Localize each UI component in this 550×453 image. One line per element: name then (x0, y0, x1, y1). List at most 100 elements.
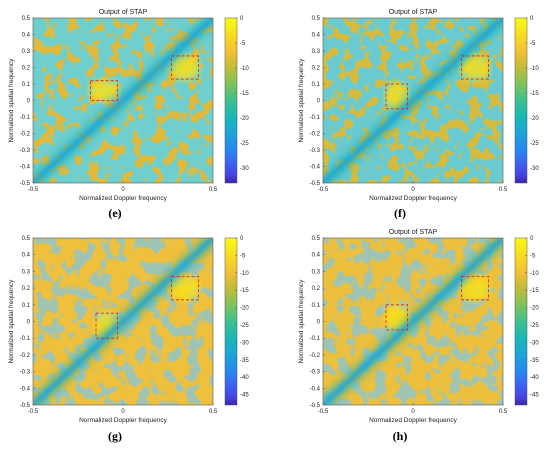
y-tick-label: -0.4 (20, 386, 31, 392)
y-tick-label: 0.3 (312, 49, 321, 55)
y-tick-label: 0.3 (22, 49, 31, 55)
colorbar-tick-label: -5 (530, 253, 536, 259)
plot-title: Output of STAP (99, 9, 148, 16)
colorbar-tick-label: -15 (240, 288, 249, 294)
y-tick-label: -0.1 (310, 336, 321, 342)
x-axis-label: Normalized Doppler frequency (369, 417, 458, 424)
colorbar-tick-label: 0 (240, 236, 244, 242)
y-tick-label: -0.4 (20, 165, 31, 171)
y-tick-label: -0.5 (310, 403, 321, 409)
y-tick-label: 0.4 (22, 253, 31, 259)
plot-title: Output of STAP (389, 229, 438, 236)
x-axis-label: Normalized Doppler frequency (369, 195, 458, 202)
y-tick-label: 0.5 (22, 236, 31, 242)
y-tick-label: 0.1 (312, 303, 321, 309)
heatmap-area (33, 18, 213, 183)
clutter-ridge (33, 238, 213, 405)
colorbar-tick-label: -35 (530, 358, 539, 364)
panel-f: Output of STAP -0.5 0 0.5 Normalized Doppler… (298, 9, 539, 220)
x-tick-label: -0.5 (318, 409, 329, 415)
target-peak-2 (460, 54, 490, 81)
colorbar-tick-label: -30 (530, 166, 539, 172)
colorbar-tick-label: -25 (530, 141, 539, 147)
x-tick-label: 0 (121, 187, 125, 193)
colorbar-tick-label: -20 (530, 306, 539, 312)
x-tick-label: 0.5 (209, 187, 218, 193)
colorbar-tick-label: -30 (240, 340, 249, 346)
colorbar-tick-label: -5 (240, 253, 246, 259)
target-box-1 (385, 83, 409, 110)
y-tick-label: -0.1 (20, 336, 31, 342)
colorbar-tick-label: -25 (240, 323, 249, 329)
heatmap-area (33, 238, 213, 405)
colorbar-tick-label: -15 (530, 288, 539, 294)
y-tick-label: 0.5 (312, 236, 321, 242)
x-tick-label: 0.5 (209, 409, 218, 415)
clutter-ridge (33, 18, 213, 183)
y-tick-label: 0 (317, 320, 321, 326)
panel-h: Output of STAP -0.5 0 0.5 Normalized Doppler… (298, 229, 539, 443)
y-tick-label: 0.5 (22, 16, 31, 22)
colorbar-tick-label: -5 (530, 41, 536, 47)
colorbar-tick-label: -5 (240, 41, 246, 47)
x-tick-label: -0.5 (28, 409, 39, 415)
y-tick-label: -0.5 (310, 181, 321, 187)
clutter-ridge (323, 18, 503, 183)
colorbar-tick-label: -15 (530, 91, 539, 97)
panel-caption: (f) (394, 206, 406, 220)
colorbar-tick-label: -35 (240, 358, 249, 364)
y-tick-label: -0.4 (310, 165, 321, 171)
colorbar-tick-label: -15 (240, 91, 249, 97)
colorbar-tick-label: -45 (530, 393, 539, 399)
y-tick-label: 0.3 (312, 269, 321, 275)
y-tick-label: -0.1 (310, 115, 321, 121)
y-tick-label: 0.2 (22, 286, 31, 292)
x-tick-label: -0.5 (318, 187, 329, 193)
y-tick-label: 0 (27, 320, 31, 326)
y-tick-label: -0.3 (310, 370, 321, 376)
target-peak-1 (89, 79, 119, 102)
x-tick-label: 0 (121, 409, 125, 415)
x-axis-label: Normalized Doppler frequency (79, 195, 168, 202)
colorbar-tick-label: -10 (530, 66, 539, 72)
colorbar-tick-label: -40 (530, 375, 539, 381)
colorbar-tick-label: -10 (530, 271, 539, 277)
y-tick-label: -0.2 (20, 132, 31, 138)
x-tick-label: -0.5 (28, 187, 39, 193)
y-tick-label: 0.5 (312, 16, 321, 22)
panel-caption: (h) (393, 429, 408, 443)
y-tick-label: -0.4 (310, 386, 321, 392)
x-axis-label: Normalized Doppler frequency (79, 417, 168, 424)
colorbar-tick-label: -10 (240, 66, 249, 72)
colorbar-tick-label: 0 (240, 16, 244, 22)
colorbar-tick-label: 0 (530, 236, 534, 242)
x-tick-label: 0 (411, 187, 415, 193)
x-tick-label: 0.5 (499, 187, 508, 193)
colorbar (514, 237, 528, 406)
y-tick-label: 0.1 (312, 82, 321, 88)
y-tick-label: -0.5 (20, 181, 31, 187)
heatmap-area (323, 238, 503, 405)
y-tick-label: 0.1 (22, 303, 31, 309)
y-tick-label: -0.3 (310, 148, 321, 154)
colorbar-tick-label: -20 (240, 116, 249, 122)
colorbar-tick-label: -20 (240, 306, 249, 312)
panel-caption: (e) (108, 206, 121, 220)
colorbar (224, 237, 238, 406)
y-axis-label: Normalized spatial frequency (298, 279, 305, 364)
target-box-1 (90, 80, 118, 101)
y-tick-label: 0.4 (312, 253, 321, 259)
y-tick-label: 0.4 (22, 33, 31, 39)
colorbar-tick-label: -45 (240, 393, 249, 399)
target-peak-2 (170, 275, 200, 301)
y-tick-label: -0.3 (20, 148, 31, 154)
panel-g: -0.5 0 0.5 Normalized Doppler frequency -0.5… (8, 236, 249, 443)
plot-title: Output of STAP (389, 9, 438, 16)
colorbar (514, 17, 528, 184)
x-tick-label: 0 (411, 409, 415, 415)
y-axis-label: Normalized spatial frequency (8, 58, 15, 143)
colorbar-tick-label: -40 (240, 375, 249, 381)
y-tick-label: -0.2 (310, 132, 321, 138)
clutter-ridge (323, 238, 503, 405)
